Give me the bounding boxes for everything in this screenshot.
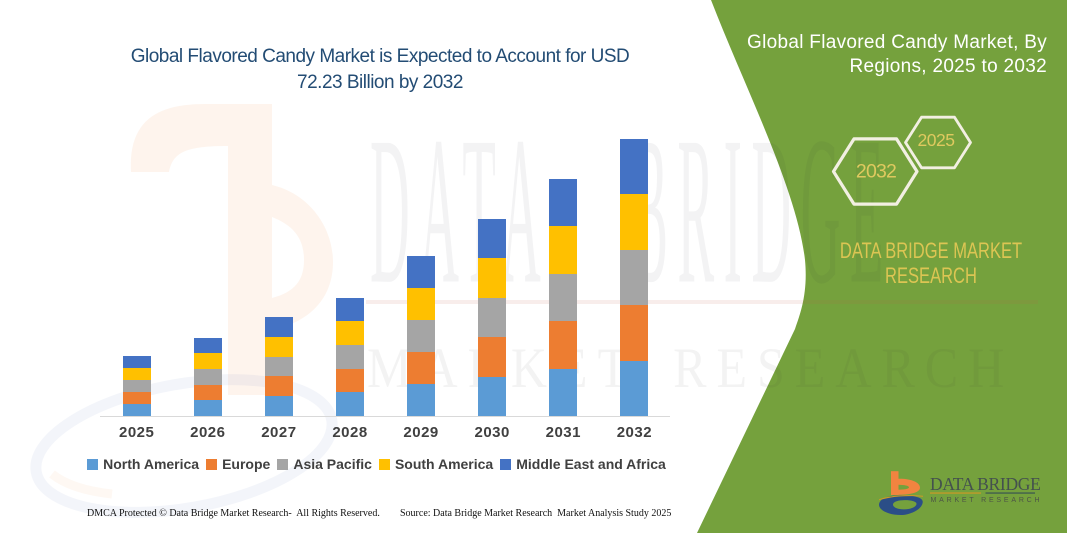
svg-text:MARKET RESEARCH: MARKET RESEARCH xyxy=(931,497,1043,504)
svg-text:2032: 2032 xyxy=(856,160,896,182)
svg-text:2025: 2025 xyxy=(918,130,955,150)
svg-text:DATA BRIDGE: DATA BRIDGE xyxy=(930,474,1041,494)
